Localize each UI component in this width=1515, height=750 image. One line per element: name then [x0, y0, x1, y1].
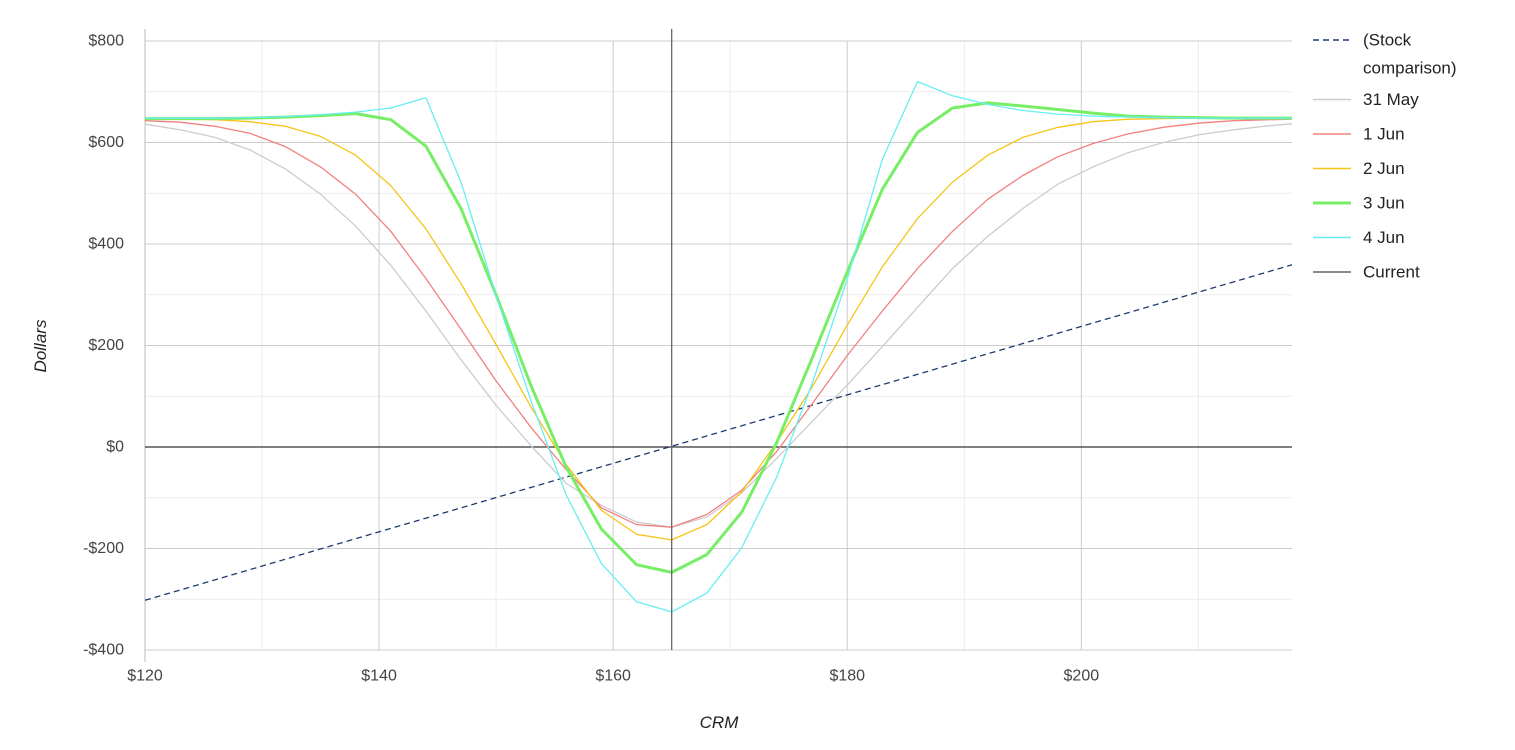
x-tick-label: $180: [829, 667, 865, 684]
grid: [145, 40, 1292, 651]
legend-label: 31 May: [1363, 90, 1419, 109]
series-line-31-may: [144, 123, 1293, 528]
legend: (Stock comparison) 31 May 1 Jun 2 Jun 3 Jun 4 …: [1313, 31, 1457, 282]
y-tick-label: $400: [88, 236, 124, 253]
legend-label: 4 Jun: [1363, 228, 1405, 247]
x-tick-label: $140: [361, 667, 397, 684]
series-layer: [144, 29, 1293, 650]
x-axis-title: CRM: [700, 713, 740, 732]
series-line-1-jun: [144, 118, 1293, 528]
y-tick-label: -$400: [83, 642, 124, 659]
legend-label: 2 Jun: [1363, 159, 1405, 178]
tick-labels: $120 $140 $160 $180 $200 $800 $600 $400 $200 $0 -$…: [83, 33, 1099, 685]
y-axis-title: Dollars: [31, 319, 50, 372]
y-tick-label: -$200: [83, 540, 124, 557]
series-line-2-jun: [144, 117, 1292, 541]
x-tick-label: $200: [1064, 667, 1100, 684]
x-tick-label: $160: [595, 667, 631, 684]
y-tick-label: $0: [106, 439, 124, 456]
legend-label: comparison): [1363, 59, 1457, 78]
axes: [144, 29, 1292, 662]
legend-label: 3 Jun: [1363, 194, 1405, 213]
series-line-3-jun: [145, 101, 1292, 574]
x-tick-label: $120: [127, 667, 163, 684]
y-tick-label: $800: [88, 33, 124, 50]
y-tick-label: $600: [88, 134, 124, 151]
legend-label: Current: [1363, 263, 1420, 282]
legend-label: (Stock: [1363, 31, 1412, 50]
y-tick-label: $200: [88, 337, 124, 354]
series-line-4-jun: [145, 80, 1292, 613]
series-line-stock-comparison: [144, 264, 1293, 601]
legend-label: 1 Jun: [1363, 125, 1405, 144]
